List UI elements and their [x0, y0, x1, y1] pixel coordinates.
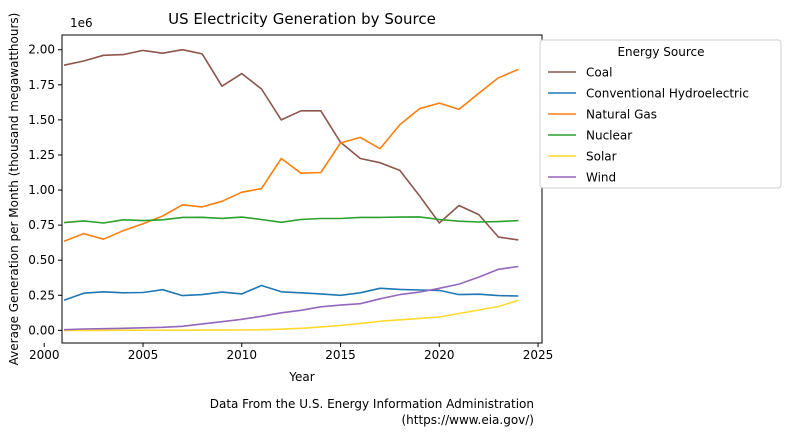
- x-tick-label: 2000: [29, 348, 60, 362]
- series-line-solar: [64, 299, 519, 332]
- legend-label-wind: Wind: [586, 171, 616, 185]
- y-tick-label: 0.25: [28, 288, 55, 302]
- legend-label-coal: Coal: [586, 66, 612, 80]
- legend-label-solar: Solar: [586, 150, 617, 164]
- y-tick-label: 0.75: [28, 218, 55, 232]
- y-tick-label: 0.00: [28, 323, 55, 337]
- x-axis-label: Year: [288, 370, 314, 384]
- legend-label-nuclear: Nuclear: [586, 129, 632, 143]
- y-axis-label: Average Generation per Month (thousand m…: [7, 13, 21, 366]
- legend-title: Energy Source: [617, 45, 704, 59]
- series-line-coal: [63, 48, 519, 241]
- y-tick-label: 1.00: [28, 183, 55, 197]
- x-tick-label: 2010: [226, 348, 257, 362]
- legend: Energy Source Coal Conventional Hydroelec…: [539, 39, 782, 189]
- y-offset-label: 1e6: [70, 16, 93, 30]
- footnote-line-1: Data From the U.S. Energy Information Ad…: [210, 397, 534, 411]
- x-tick-label: 2020: [424, 348, 455, 362]
- x-tick-label: 2015: [325, 348, 356, 362]
- chart-title: US Electricity Generation by Source: [168, 10, 436, 28]
- legend-box: [539, 39, 782, 189]
- y-tick-label: 1.50: [28, 113, 55, 127]
- plot-frame: [61, 34, 543, 344]
- x-tick-label: 2025: [523, 348, 554, 362]
- y-tick-label: 2.00: [28, 43, 55, 57]
- footnote-line-2: (https://www.eia.gov/): [401, 413, 534, 427]
- legend-label-natural-gas: Natural Gas: [586, 108, 657, 122]
- y-axis: 0.00 0.25 0.50 0.75 1.00 1.25 1.50 1.75 2.00: [28, 43, 62, 337]
- series-line-nuclear: [63, 216, 519, 224]
- y-tick-label: 1.25: [28, 148, 55, 162]
- legend-label-conventional-hydroelectric: Conventional Hydroelectric: [586, 87, 749, 101]
- x-tick-label: 2005: [128, 348, 159, 362]
- series-line-natural-gas: [63, 68, 519, 243]
- y-tick-label: 0.50: [28, 253, 55, 267]
- x-axis: 2000 2005 2010 2015 2020 2025: [29, 343, 553, 362]
- y-tick-label: 1.75: [28, 78, 55, 92]
- series-group: [63, 48, 519, 332]
- series-line-wind: [63, 265, 519, 331]
- series-line-conventional-hydroelectric: [63, 284, 519, 301]
